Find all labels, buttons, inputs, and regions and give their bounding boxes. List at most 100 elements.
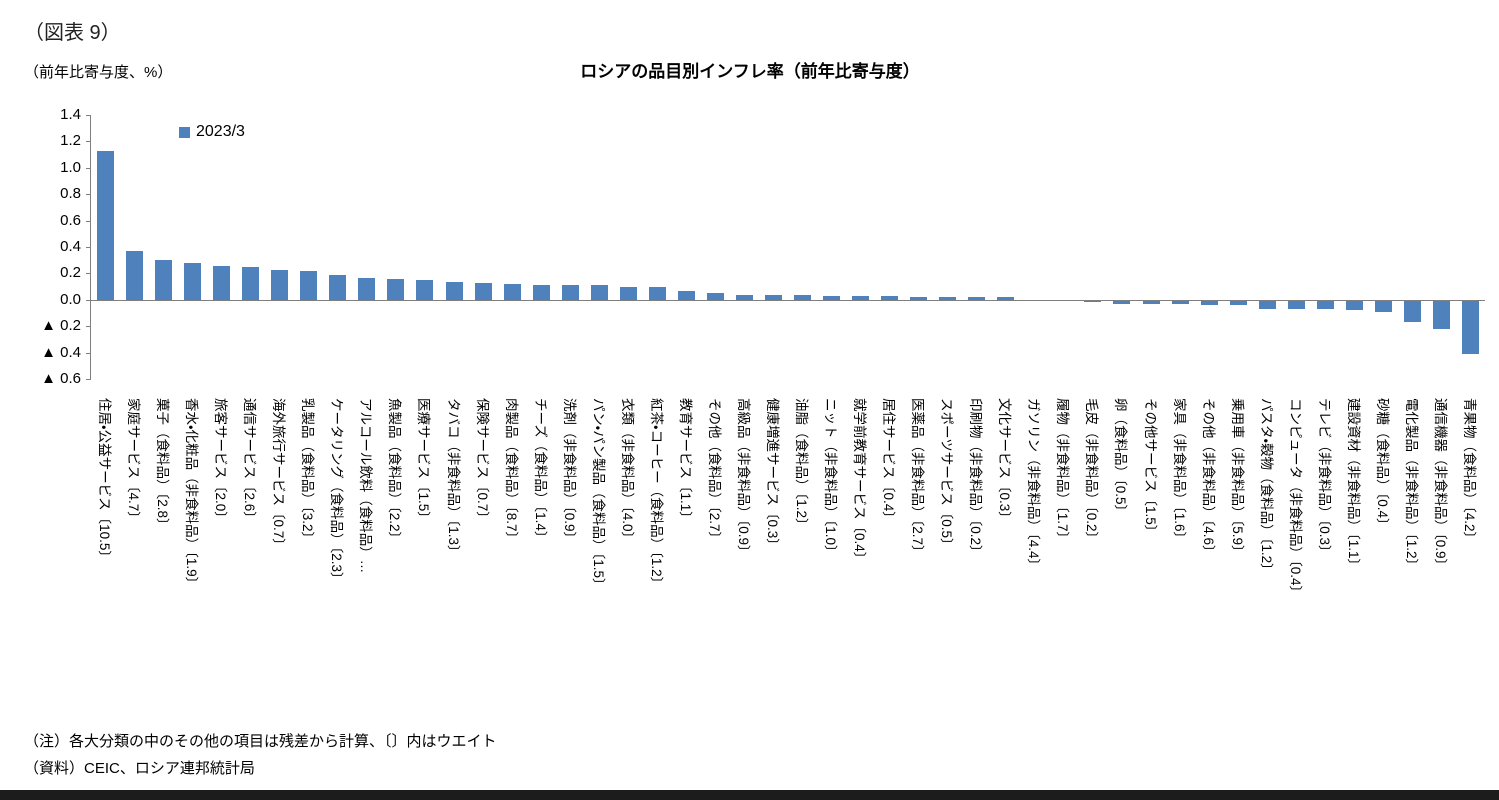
- bar: [590, 285, 608, 300]
- bar: [1374, 301, 1392, 312]
- bar: [1171, 301, 1189, 304]
- bar: [939, 297, 957, 300]
- chart-title: ロシアの品目別インフレ率（前年比寄与度）: [580, 62, 920, 81]
- x-axis-label: 旅客サービス〔2.0〕: [213, 398, 229, 525]
- x-axis-label: 紅茶・コーヒー（食料品）〔1.2〕: [648, 398, 664, 591]
- x-axis-label: 肉製品（食料品）〔8.7〕: [503, 398, 519, 546]
- x-axis-label: 砂糖（食料品）〔0.4〕: [1374, 398, 1390, 532]
- x-axis-label: 家具（非食料品）〔1.6〕: [1171, 398, 1187, 546]
- x-axis-label: 高級品（非食料品）〔0.9〕: [735, 398, 751, 559]
- y-axis-unit-label: （前年比寄与度、%）: [24, 64, 173, 81]
- bar: [213, 266, 231, 300]
- x-axis-label: パスタ・穀物（食料品）〔1.2〕: [1258, 398, 1274, 577]
- x-axis-label: 建設資材（非食料品）〔1.1〕: [1345, 398, 1361, 573]
- y-tick-label: 0.4: [60, 238, 81, 255]
- y-tick-label: 0.6: [60, 211, 81, 229]
- x-axis-label: 就学前教育サービス〔0.4〕: [852, 398, 868, 566]
- bar: [126, 251, 144, 300]
- y-tick-mark: [86, 247, 91, 248]
- bar: [97, 151, 115, 300]
- x-axis-label: アルコール飲料（食料品）…: [358, 398, 374, 574]
- x-axis-label: テレビ（非食料品）〔0.3〕: [1316, 398, 1332, 559]
- legend-label: 2023/3: [196, 123, 245, 140]
- x-axis-label: 住居・公益サービス〔10.5〕: [97, 398, 113, 564]
- bar: [242, 267, 260, 300]
- bar: [271, 270, 289, 300]
- x-axis-label: 海外旅行サービス〔0.7〕: [271, 398, 287, 552]
- bar: [648, 287, 666, 300]
- x-axis-label: スポーツサービス〔0.5〕: [939, 398, 955, 552]
- x-axis-label: 菓子（食料品）〔2.8〕: [155, 398, 171, 532]
- note-source: （資料）CEIC、ロシア連邦統計局: [24, 760, 255, 777]
- y-tick-mark: [86, 300, 91, 301]
- bar: [503, 284, 521, 300]
- bar: [1432, 301, 1450, 329]
- y-tick-mark: [86, 141, 91, 142]
- x-axis-label: 乳製品（食料品）〔3.2〕: [300, 398, 316, 546]
- bar: [1403, 301, 1421, 322]
- bar: [1200, 301, 1218, 305]
- x-axis-label: 健康増進サービス〔0.3〕: [764, 398, 780, 552]
- bar: [1258, 301, 1276, 309]
- legend-swatch: [179, 126, 190, 138]
- bar: [968, 297, 986, 300]
- y-tick-mark: [86, 115, 91, 116]
- bar: [1287, 301, 1305, 309]
- bar: [823, 296, 841, 300]
- bar: [1316, 301, 1334, 309]
- bar: [1461, 301, 1479, 354]
- zero-line: [91, 300, 1485, 301]
- bar: [416, 280, 434, 300]
- x-axis-label: 青果物（食料品）〔4.2〕: [1461, 398, 1477, 546]
- x-axis-label: 毛皮（非食料品）〔0.2〕: [1084, 398, 1100, 546]
- y-tick-label: 0.0: [60, 290, 81, 308]
- x-axis-label: その他（非食料品）〔4.6〕: [1200, 398, 1216, 559]
- bar: [1142, 301, 1160, 304]
- x-axis-label: 通信サービス〔2.6〕: [242, 398, 258, 525]
- x-axis-label: タバコ（非食料品）〔1.3〕: [445, 398, 461, 559]
- y-tick-mark: [86, 273, 91, 274]
- y-tick-label: ▲ 0.6: [41, 370, 81, 387]
- y-tick-label: 1.4: [60, 106, 81, 123]
- x-axis-label: コンピュータ（非食料品）〔0.4〕: [1287, 398, 1303, 600]
- y-tick-label: 1.2: [60, 132, 81, 150]
- chart-region: 2023/3 1.4 1.2 1.0 0.8 0.6 0.4 0.2 0.0 ▲ 0.2 ▲ 0.…: [41, 106, 1485, 387]
- bar: [358, 278, 376, 300]
- x-axis-label: 香水・化粧品（非食料品）〔1.9〕: [184, 398, 200, 591]
- x-axis-label: 通信機器（非食料品）〔0.9〕: [1432, 398, 1448, 573]
- note-calculation: （注）各大分類の中のその他の項目は残差から計算、〔〕内はウエイト: [24, 733, 497, 750]
- x-axis-label: パン・パン製品（食料品）〔1.5〕: [590, 398, 606, 592]
- x-axis-label: 卵（食料品）〔0.5〕: [1113, 398, 1129, 519]
- x-axis-label: 医療サービス〔1.5〕: [416, 398, 432, 525]
- x-axis-label: ケータリング（食料品）〔2.3〕: [329, 398, 345, 586]
- bar: [300, 271, 318, 300]
- x-axis-label: 医薬品（非食料品）〔2.7〕: [910, 398, 926, 559]
- bar: [474, 283, 492, 300]
- bar: [1084, 301, 1102, 302]
- bottom-dark-strip: [0, 790, 1499, 800]
- x-axis-label: 洗剤（非食料品）〔0.9〕: [561, 398, 577, 546]
- x-axis-label: 油脂（食料品）〔1.2〕: [794, 398, 810, 532]
- x-axis-label: 教育サービス〔1.1〕: [677, 398, 693, 525]
- y-tick-label: 0.8: [60, 185, 81, 203]
- y-tick-label: 1.0: [60, 158, 81, 176]
- bar: [1229, 301, 1247, 305]
- x-axis-label: ガソリン（非食料品）〔4.4〕: [1026, 398, 1042, 573]
- bar: [706, 293, 724, 300]
- y-tick-mark: [86, 379, 91, 380]
- x-axis-label: その他（食料品）〔2.7〕: [706, 398, 722, 546]
- y-tick-mark: [86, 353, 91, 354]
- y-tick-label: ▲ 0.2: [41, 317, 81, 335]
- x-axis-label: 乗用車（非食料品）〔5.9〕: [1229, 398, 1245, 559]
- bar: [735, 295, 753, 300]
- bar: [997, 297, 1015, 300]
- x-axis-label: 魚製品（食料品）〔2.2〕: [387, 398, 403, 546]
- x-axis-label: ニット（非食料品）〔1.0〕: [823, 398, 839, 559]
- bar: [184, 263, 202, 300]
- x-axis-label: 文化サービス〔0.3〕: [997, 398, 1013, 525]
- plot-area: 2023/3 1.4 1.2 1.0 0.8 0.6 0.4 0.2 0.0 ▲ 0.2 ▲ 0.…: [41, 106, 1485, 387]
- x-axis-label: 衣類（非食料品）〔4.0〕: [619, 398, 635, 546]
- y-tick-label: ▲ 0.4: [41, 343, 81, 361]
- y-tick-mark: [86, 221, 91, 222]
- legend: 2023/3: [179, 123, 245, 141]
